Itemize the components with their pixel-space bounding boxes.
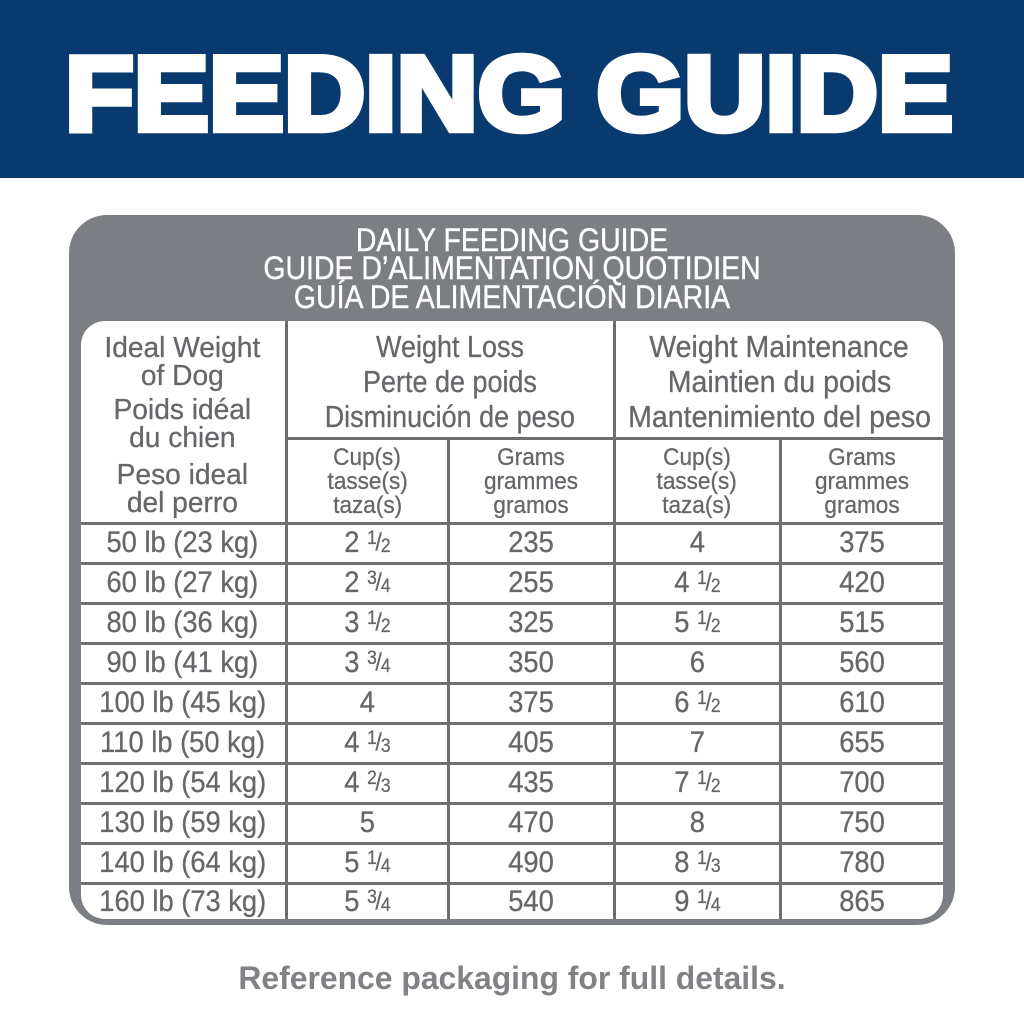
svg-text:FEEDING GUIDE: FEEDING GUIDE <box>65 35 953 153</box>
